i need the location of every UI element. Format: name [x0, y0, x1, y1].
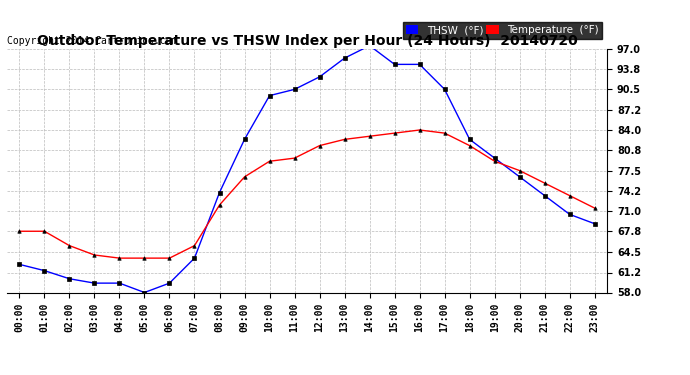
- Legend: THSW  (°F), Temperature  (°F): THSW (°F), Temperature (°F): [403, 22, 602, 39]
- Title: Outdoor Temperature vs THSW Index per Hour (24 Hours)  20140720: Outdoor Temperature vs THSW Index per Ho…: [37, 34, 578, 48]
- Text: Copyright 2014 Cartronics.com: Copyright 2014 Cartronics.com: [7, 36, 177, 46]
